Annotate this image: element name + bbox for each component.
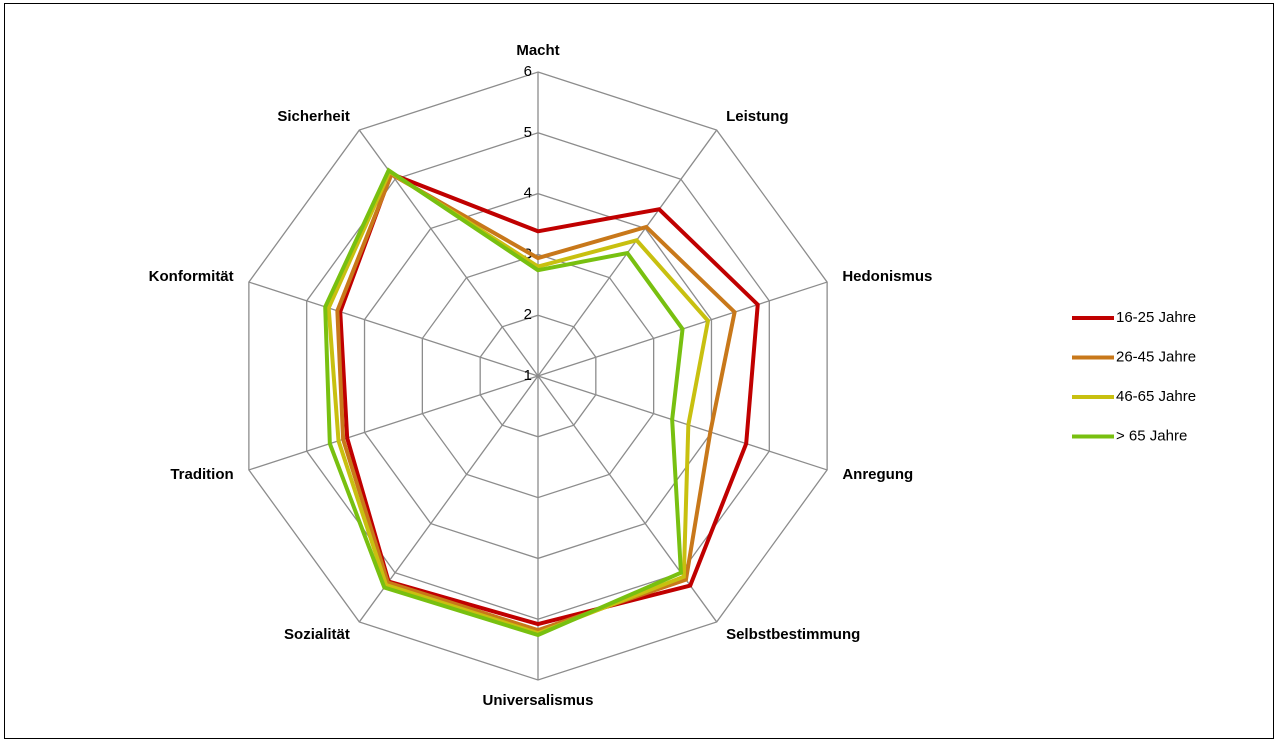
category-label: Konformität [149, 268, 234, 285]
category-label: Universalismus [483, 692, 594, 709]
r-tick-label: 4 [524, 185, 532, 202]
r-tick-label: 2 [524, 306, 532, 323]
legend-label: 26-45 Jahre [1116, 348, 1196, 365]
r-tick-label: 5 [524, 124, 532, 141]
category-label: Sozialität [284, 626, 350, 643]
category-label: Sicherheit [277, 108, 350, 125]
series-line [323, 167, 685, 638]
series-line [335, 171, 737, 633]
spoke [248, 281, 539, 377]
category-label: Leistung [726, 108, 789, 125]
spoke [248, 375, 539, 471]
category-label: Tradition [170, 466, 233, 483]
category-label: Anregung [842, 466, 913, 483]
legend-label: 46-65 Jahre [1116, 388, 1196, 405]
frame [4, 3, 1274, 739]
spoke [537, 375, 828, 471]
legend-label: > 65 Jahre [1116, 427, 1187, 444]
category-label: Macht [516, 42, 559, 59]
category-label: Selbstbestimmung [726, 626, 860, 643]
r-tick-label: 1 [524, 367, 532, 384]
legend-label: 16-25 Jahre [1116, 309, 1196, 326]
r-tick-label: 6 [524, 63, 532, 80]
category-label: Hedonismus [842, 268, 932, 285]
